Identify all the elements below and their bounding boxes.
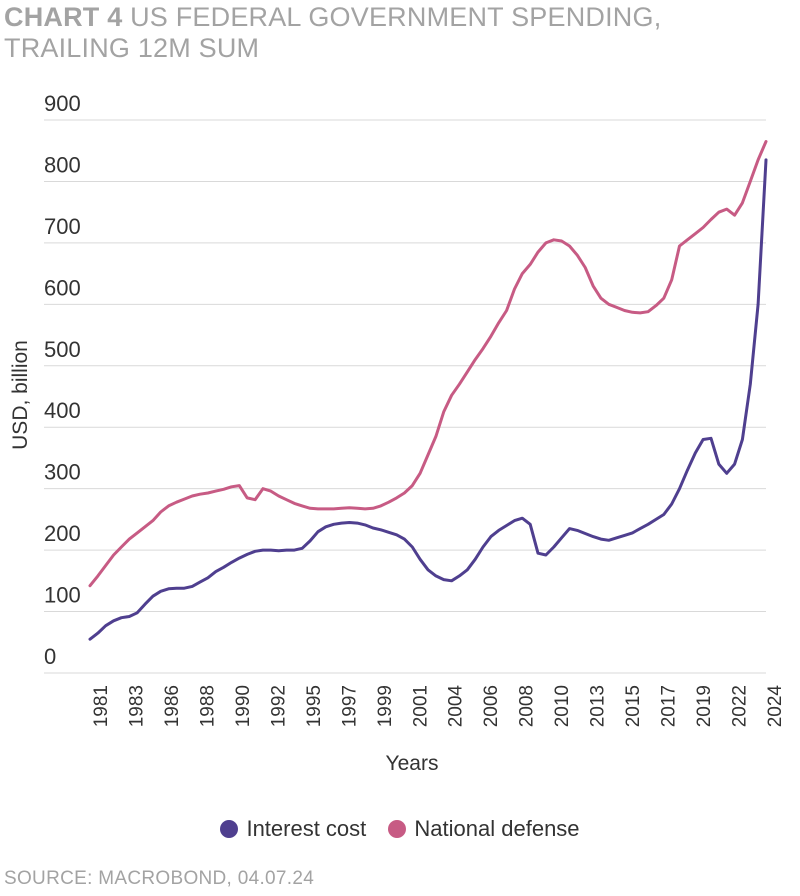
chart-title: CHART 4 US FEDERAL GOVERNMENT SPENDING, … bbox=[4, 2, 784, 64]
y-tick-label: 600 bbox=[44, 275, 81, 300]
x-axis-label: Years bbox=[386, 752, 439, 775]
x-tick-label: 2022 bbox=[730, 685, 751, 727]
y-tick-label: 100 bbox=[44, 583, 81, 608]
source-note: SOURCE: MACROBOND, 04.07.24 bbox=[4, 868, 315, 889]
x-tick-label: 1981 bbox=[91, 685, 112, 727]
x-tick-label: 2019 bbox=[694, 685, 715, 727]
y-axis-label: USD, billion bbox=[9, 340, 32, 450]
series-line-interest-cost bbox=[88, 158, 768, 641]
y-tick-label: 200 bbox=[44, 521, 81, 546]
x-tick-label: 1999 bbox=[375, 685, 396, 727]
series-lines bbox=[88, 140, 768, 641]
y-tick-label: 700 bbox=[44, 214, 81, 239]
y-tick-label: 900 bbox=[44, 91, 81, 116]
x-tick-label: 1995 bbox=[304, 685, 325, 727]
chart-title-text: US FEDERAL GOVERNMENT SPENDING, bbox=[130, 2, 662, 32]
x-tick-label: 2010 bbox=[552, 685, 573, 727]
legend-swatch-interest bbox=[220, 820, 239, 838]
y-tick-label: 400 bbox=[44, 398, 81, 423]
legend-label-interest: Interest cost bbox=[246, 816, 367, 841]
x-tick-label: 2024 bbox=[765, 685, 786, 728]
legend-label-defense: National defense bbox=[414, 816, 580, 841]
y-axis-ticks: 0 100 200 300 400 500 600 700 800 900 bbox=[44, 91, 81, 669]
x-tick-label: 1988 bbox=[197, 685, 218, 727]
x-tick-label: 2004 bbox=[446, 685, 467, 728]
y-tick-label: 500 bbox=[44, 337, 81, 362]
gridlines bbox=[44, 119, 766, 674]
x-tick-label: 2015 bbox=[623, 685, 644, 727]
chart-number: CHART 4 bbox=[4, 2, 123, 32]
chart-title-line2: TRAILING 12M SUM bbox=[4, 33, 260, 63]
y-tick-label: 300 bbox=[44, 460, 81, 485]
x-tick-label: 1992 bbox=[268, 685, 289, 727]
legend: Interest cost National defense bbox=[0, 816, 800, 844]
x-tick-label: 2001 bbox=[410, 685, 431, 727]
x-tick-label: 2008 bbox=[517, 685, 538, 727]
x-axis-ticks: 1981 1983 1986 1988 1990 1992 1995 1997 1999 2001… bbox=[91, 685, 786, 728]
x-tick-label: 2006 bbox=[481, 685, 502, 727]
series-line-national-defense bbox=[88, 140, 768, 588]
legend-item-defense: National defense bbox=[388, 816, 580, 842]
legend-item-interest: Interest cost bbox=[220, 816, 366, 842]
y-tick-label: 800 bbox=[44, 152, 81, 177]
x-tick-label: 2013 bbox=[588, 685, 609, 727]
x-tick-label: 1986 bbox=[162, 685, 183, 727]
legend-swatch-defense bbox=[388, 820, 407, 838]
x-tick-label: 2017 bbox=[659, 685, 680, 727]
x-tick-label: 1983 bbox=[126, 685, 147, 727]
x-tick-label: 1990 bbox=[233, 685, 254, 727]
x-tick-label: 1997 bbox=[339, 685, 360, 727]
y-tick-label: 0 bbox=[44, 644, 56, 669]
